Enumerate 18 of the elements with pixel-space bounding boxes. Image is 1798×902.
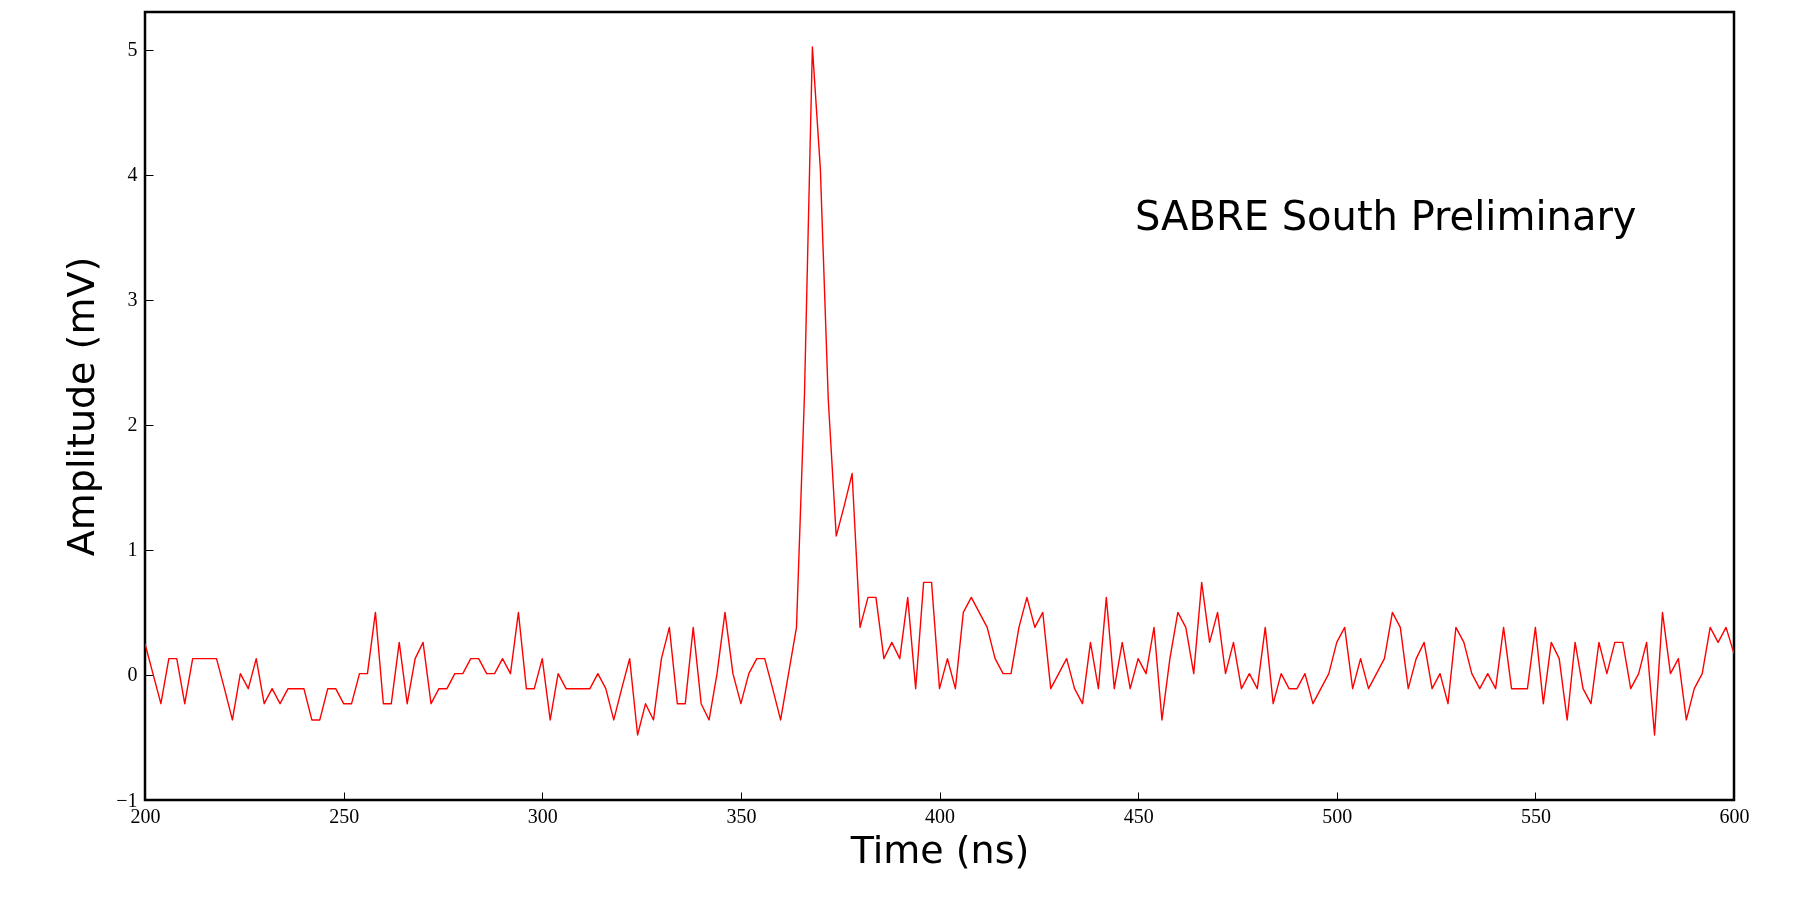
x-tick-label: 450 [1123,804,1154,827]
x-tick-label: 250 [329,804,360,827]
y-tick-label: 4 [127,163,138,186]
x-tick-label: 300 [527,804,558,827]
x-tick-label: 350 [726,804,757,827]
y-tick-label: 1 [127,538,138,561]
x-tick-label: 550 [1520,804,1551,827]
y-tick-label: 5 [127,38,138,61]
y-tick-label: 2 [127,413,138,436]
line-series [145,46,1734,736]
x-tick-label: 500 [1322,804,1353,827]
x-tick-label: 600 [1719,804,1750,827]
y-axis-title: Amplitude (mV) [59,256,104,557]
x-axis-title: Time (ns) [849,827,1030,872]
y-tick-label: 0 [127,663,138,686]
y-tick-label: 3 [127,288,138,311]
annotation: SABRE South Preliminary [1134,193,1637,240]
x-tick-label: 400 [925,804,955,827]
